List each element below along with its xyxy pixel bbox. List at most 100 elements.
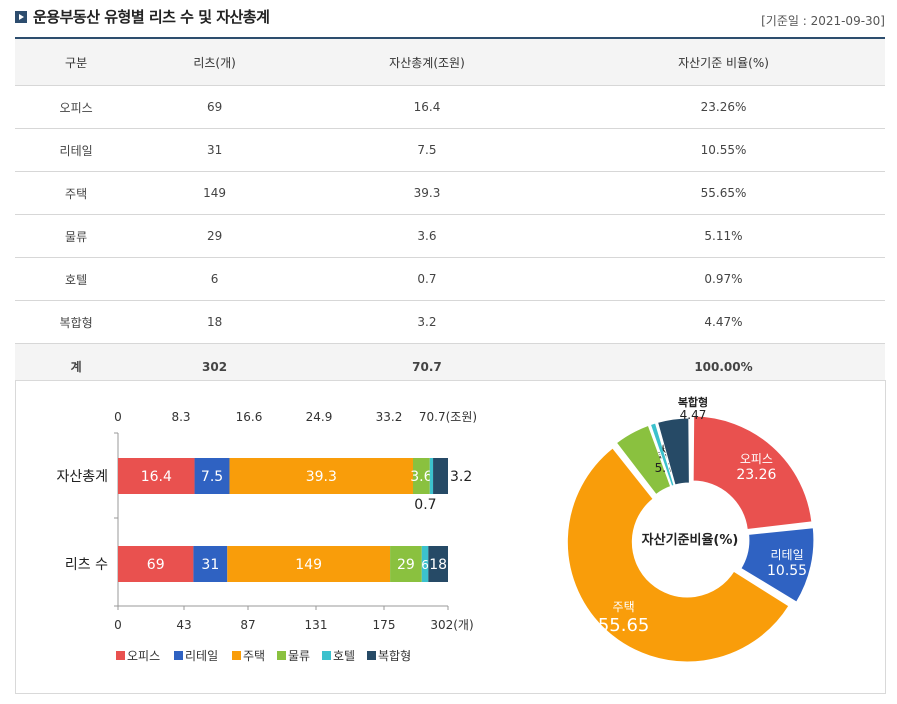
- slice-value-label: 55.65: [598, 615, 650, 636]
- slice-name-label: 주택: [613, 600, 635, 614]
- section-header: 운용부동산 유형별 리츠 수 및 자산총계 [기준일 : 2021-09-30]: [15, 6, 885, 36]
- page-title: 운용부동산 유형별 리츠 수 및 자산총계: [33, 8, 270, 26]
- bar-segment: [412, 458, 430, 494]
- table-cell: 31: [137, 128, 292, 172]
- table-row: 오피스 69 16.4 23.26%: [15, 85, 885, 129]
- stacked-bar-chart: 0 8.3 16.6 24.9 33.2 70.7(조원) 0 43 87 131 175 302(개…: [56, 410, 477, 663]
- table-cell: 3.2: [291, 300, 562, 344]
- table-cell: 리테일: [15, 128, 138, 172]
- table-cell: 3.6: [291, 214, 562, 258]
- slice-name-label: 오피스: [740, 452, 773, 466]
- legend-swatch: [232, 651, 241, 660]
- data-label: 31: [201, 557, 219, 573]
- table-cell: 23.26%: [561, 85, 885, 129]
- top-axis-tick-label: 8.3: [171, 410, 190, 424]
- donut-slice: [566, 447, 790, 663]
- top-axis-tick-label: 33.2: [376, 410, 403, 424]
- slice-value-label: 4.47: [680, 408, 707, 422]
- legend-label: 복합형: [378, 649, 411, 663]
- bar-segment: [229, 458, 413, 494]
- table-cell: 29: [137, 214, 292, 258]
- bar-segment: [194, 458, 230, 494]
- donut-slice: [615, 424, 672, 496]
- table-cell: 5.11%: [561, 214, 885, 258]
- category-label: 자산총계: [56, 469, 108, 485]
- table-cell: 호텔: [15, 257, 138, 301]
- column-header: 자산총계(조원): [291, 38, 562, 86]
- table-cell: 복합형: [15, 300, 138, 344]
- table-row: 리테일 31 7.5 10.55%: [15, 128, 885, 172]
- data-label: 16.4: [141, 469, 172, 485]
- data-label: 3.6: [410, 469, 432, 485]
- table-row: 호텔 6 0.7 0.97%: [15, 257, 885, 301]
- bar-segment: [429, 458, 434, 494]
- slice-name-label: 리테일: [770, 548, 803, 562]
- bottom-axis-tick-label: 302(개): [430, 618, 473, 632]
- legend-label: 리테일: [185, 649, 218, 663]
- table-cell: 주택: [15, 171, 138, 215]
- data-label: 18: [429, 557, 447, 573]
- legend-swatch: [277, 651, 286, 660]
- bar-segment: [118, 546, 194, 582]
- table-cell: 149: [137, 171, 292, 215]
- legend-label: 물류: [288, 649, 310, 663]
- bottom-axis-tick-label: 0: [114, 618, 122, 632]
- table-cell: 0.97%: [561, 257, 885, 301]
- top-axis-tick-label: 0: [114, 410, 122, 424]
- slice-value-label: 10.55: [767, 563, 807, 579]
- table-cell: 오피스: [15, 85, 138, 129]
- table-cell: 55.65%: [561, 171, 885, 215]
- bar-segment: [433, 458, 448, 494]
- table-cell: 0.7: [291, 257, 562, 301]
- table-cell: 69: [137, 85, 292, 129]
- bar-segment: [118, 458, 195, 494]
- data-label: 39.3: [306, 469, 337, 485]
- donut-center-label: 자산기준비율(%): [642, 532, 739, 548]
- legend-swatch: [116, 651, 125, 660]
- data-label: 149: [295, 557, 322, 573]
- donut-slice: [649, 422, 675, 487]
- legend-swatch: [367, 651, 376, 660]
- data-label: 3.2: [450, 469, 472, 485]
- data-label: 0.7: [414, 497, 436, 513]
- data-label: 69: [147, 557, 165, 573]
- category-label: 리츠 수: [65, 557, 108, 573]
- table-header-row: 구분 리츠(개) 자산총계(조원) 자산기준 비율(%): [15, 38, 885, 86]
- bottom-axis-tick-label: 131: [305, 618, 328, 632]
- bullet-arrow-icon: [15, 11, 27, 23]
- table-cell: 6: [137, 257, 292, 301]
- donut-slice: [692, 415, 813, 531]
- bottom-axis-tick-label: 175: [373, 618, 396, 632]
- table-row: 복합형 18 3.2 4.47%: [15, 300, 885, 344]
- table-row: 물류 29 3.6 5.11%: [15, 214, 885, 258]
- legend-label: 오피스: [127, 649, 160, 663]
- table-cell: 10.55%: [561, 128, 885, 172]
- column-header: 구분: [15, 38, 138, 86]
- bar-segment: [193, 546, 228, 582]
- data-label: 6: [421, 558, 429, 572]
- legend-swatch: [174, 651, 183, 660]
- bottom-axis-tick-label: 87: [240, 618, 255, 632]
- top-axis-tick-label: 16.6: [236, 410, 263, 424]
- donut-chart: 오피스23.26리테일10.55주택55.65물류5.11호텔0.97복합형4.…: [566, 395, 815, 663]
- table-cell: 18: [137, 300, 292, 344]
- bar-segment: [227, 546, 391, 582]
- bar-segment: [390, 546, 422, 582]
- table-cell: 물류: [15, 214, 138, 258]
- reits-summary-table: 구분 리츠(개) 자산총계(조원) 자산기준 비율(%) 오피스 69 16.4…: [15, 37, 885, 390]
- donut-slice: [656, 417, 690, 486]
- bottom-axis-tick-label: 43: [176, 618, 191, 632]
- base-date: [기준일 : 2021-09-30]: [761, 14, 885, 28]
- data-label: 29: [397, 557, 415, 573]
- column-header: 자산기준 비율(%): [561, 38, 885, 86]
- column-header: 리츠(개): [137, 38, 292, 86]
- chart-panel: 0 8.3 16.6 24.9 33.2 70.7(조원) 0 43 87 131 175 302(개…: [15, 380, 886, 694]
- legend-label: 호텔: [333, 649, 355, 663]
- table-cell: 7.5: [291, 128, 562, 172]
- slice-value-label: 23.26: [736, 467, 776, 483]
- bar-segment: [421, 546, 429, 582]
- table-cell: 16.4: [291, 85, 562, 129]
- table-row: 주택 149 39.3 55.65%: [15, 171, 885, 215]
- legend-label: 주택: [243, 649, 265, 663]
- legend-swatch: [322, 651, 331, 660]
